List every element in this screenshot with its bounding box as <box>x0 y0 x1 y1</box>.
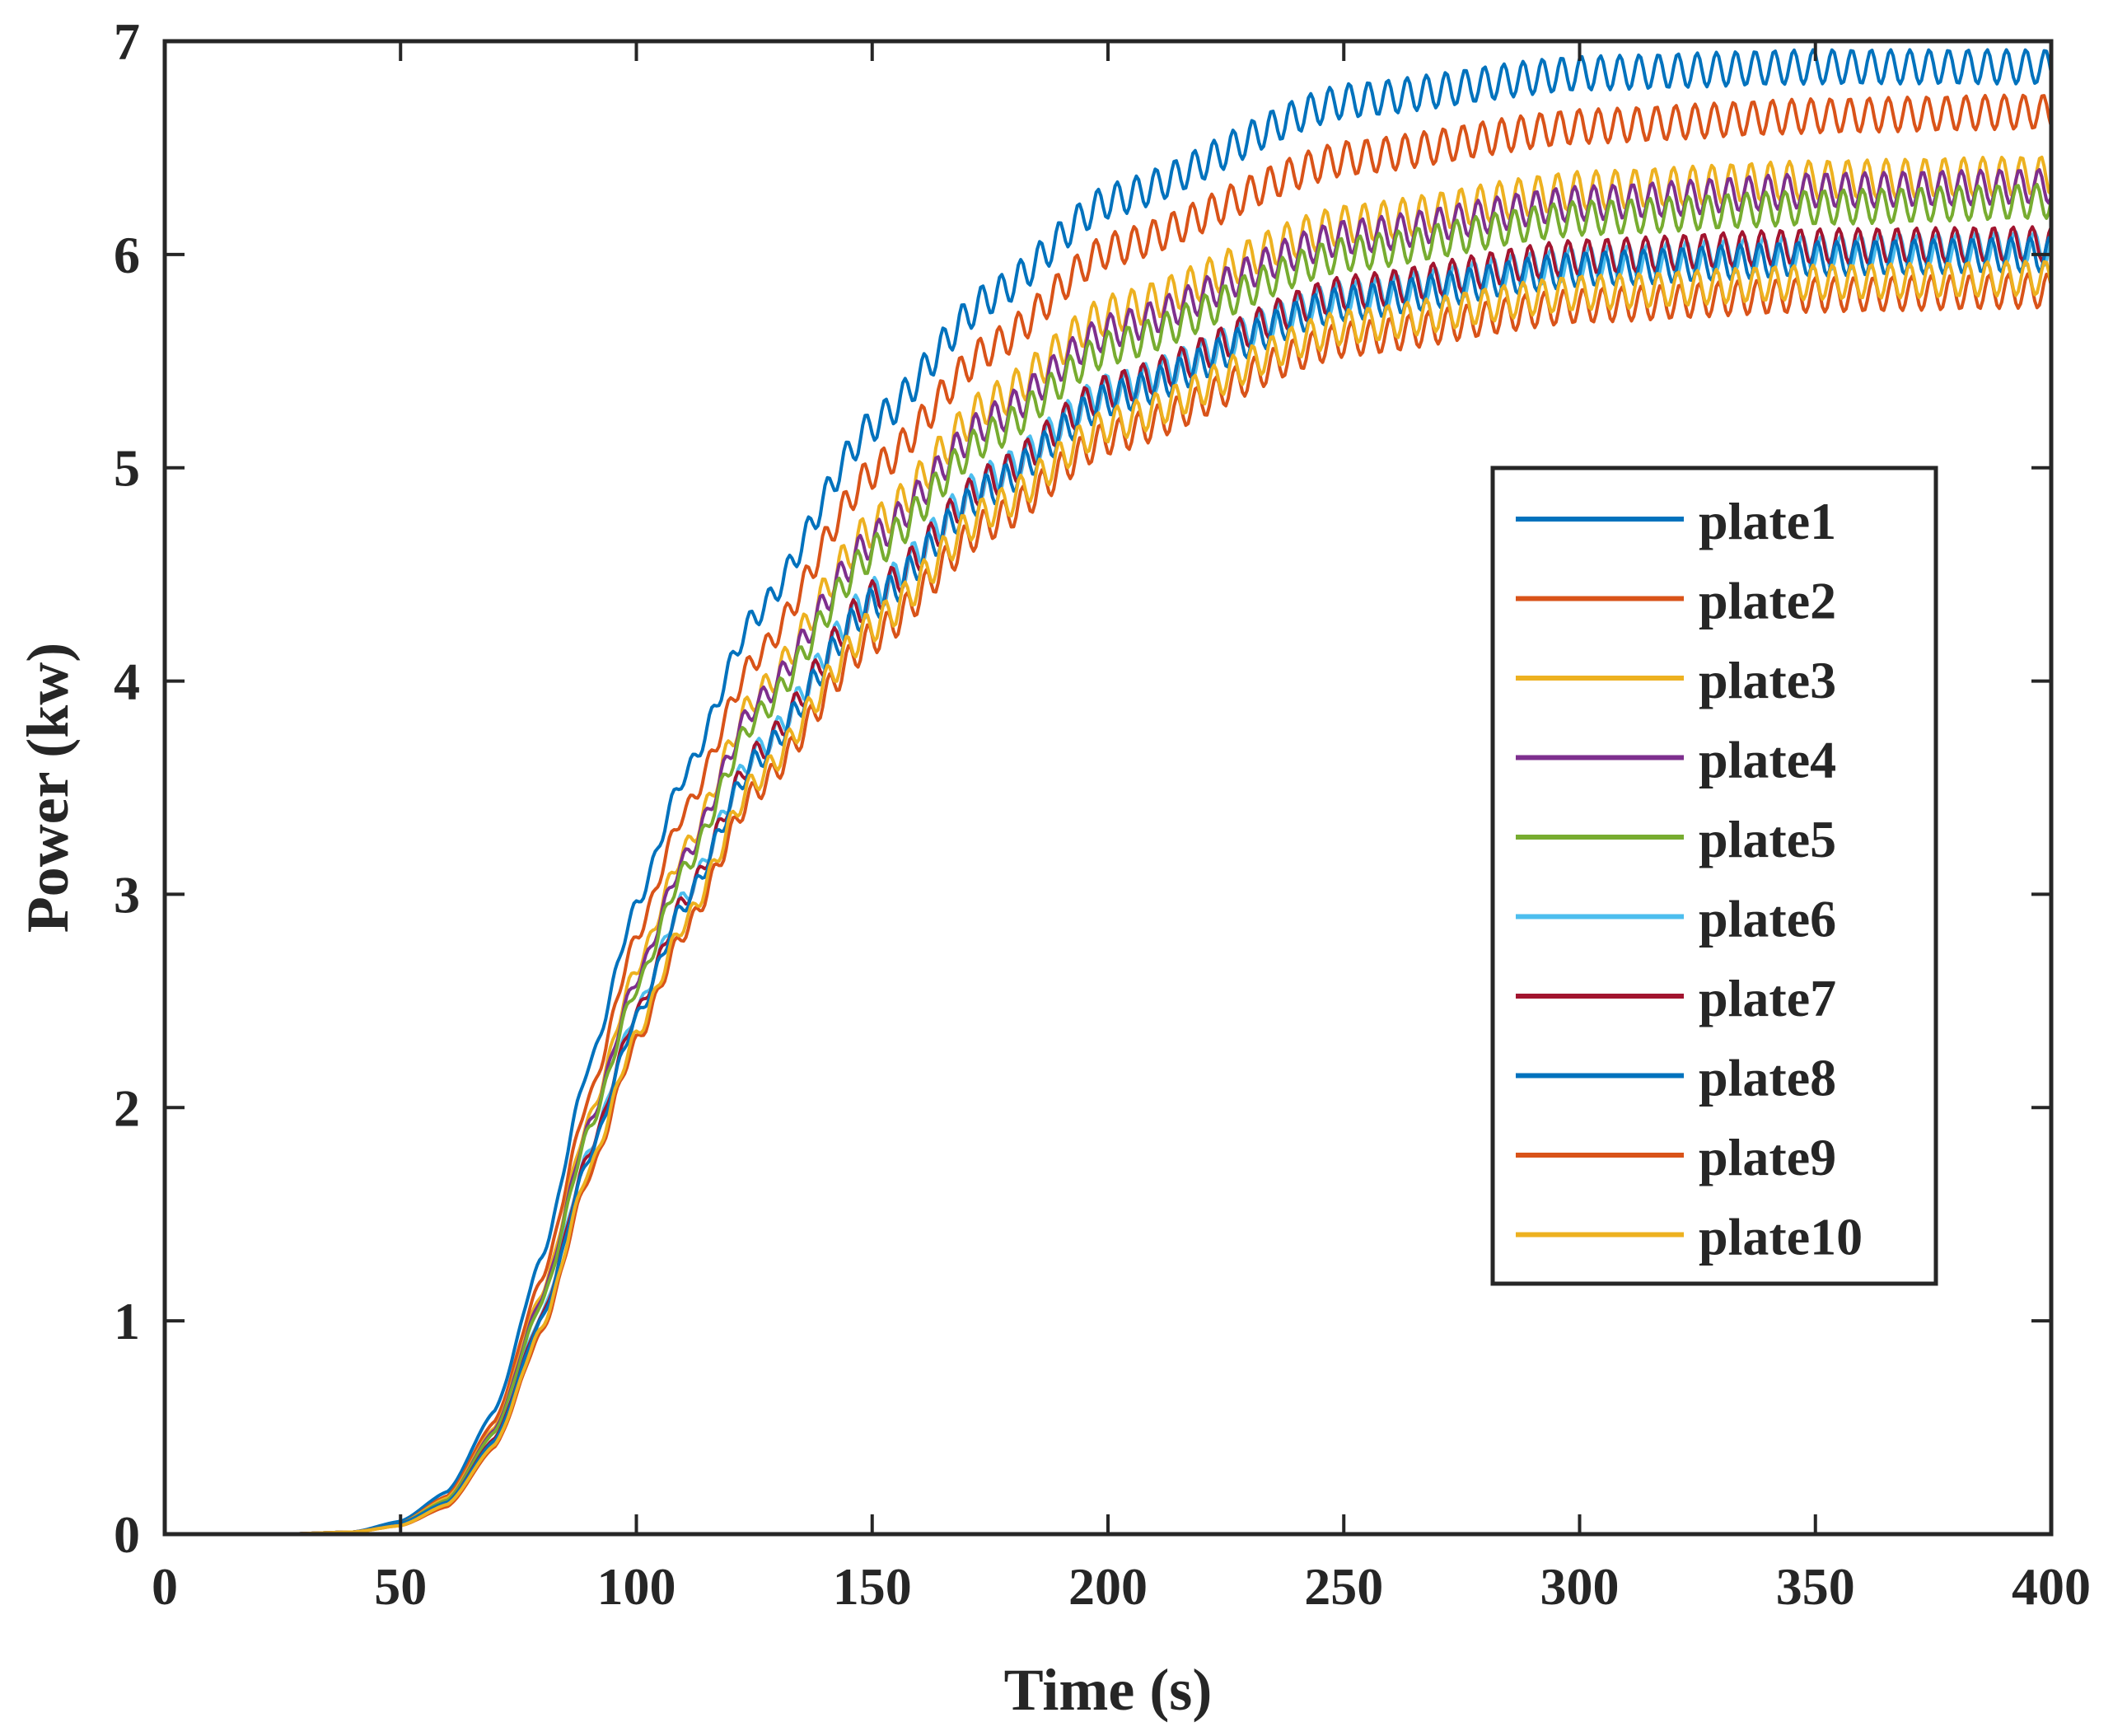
legend-label-plate10: plate10 <box>1699 1208 1863 1266</box>
x-tick-label: 100 <box>597 1557 676 1616</box>
legend-label-plate1: plate1 <box>1699 492 1836 550</box>
y-tick-label: 5 <box>114 439 140 498</box>
x-tick-label: 200 <box>1068 1557 1148 1616</box>
axes-layer: 0 50 100 150 200 250 300 350 400 0 1 2 3 4 5 6 7 <box>114 12 2091 1616</box>
x-tick-label: 250 <box>1304 1557 1383 1616</box>
legend-label-plate7: plate7 <box>1699 969 1836 1027</box>
y-axis-label: Power (kw) <box>15 643 81 934</box>
legend-label-plate4: plate4 <box>1699 731 1836 789</box>
legend-label-plate2: plate2 <box>1699 572 1836 630</box>
legend-label-plate9: plate9 <box>1699 1128 1836 1186</box>
legend-label-plate8: plate8 <box>1699 1049 1836 1107</box>
y-tick-label: 3 <box>114 865 140 924</box>
legend-label-plate6: plate6 <box>1699 890 1836 948</box>
y-tick-label: 2 <box>114 1079 140 1137</box>
x-tick-label: 400 <box>2012 1557 2091 1616</box>
series-line-plate2 <box>165 93 2053 1536</box>
series-line-plate5 <box>165 183 2053 1536</box>
x-tick-label: 350 <box>1776 1557 1855 1616</box>
x-tick-label: 300 <box>1540 1557 1620 1616</box>
y-tick-label: 4 <box>114 653 140 711</box>
x-tick-label: 0 <box>152 1557 178 1616</box>
y-tick-label: 6 <box>114 226 140 284</box>
x-tick-label: 50 <box>374 1557 427 1616</box>
series-line-plate8 <box>165 236 2053 1536</box>
series-line-plate1 <box>165 48 2053 1536</box>
x-tick-label: 150 <box>833 1557 912 1616</box>
legend-box <box>1490 466 1938 1286</box>
y-tick-label: 7 <box>114 12 140 71</box>
x-axis-label: Time (s) <box>1004 1657 1213 1723</box>
series-line-plate10 <box>165 260 2053 1536</box>
legend: plate1 plate2 plate3 plate4 plate5 plate6 plat… <box>1490 466 1938 1286</box>
legend-label-plate5: plate5 <box>1699 810 1836 868</box>
legend-label-plate3: plate3 <box>1699 651 1836 709</box>
y-tick-label: 1 <box>114 1292 140 1350</box>
series-layer <box>165 48 2053 1536</box>
y-tick-label: 0 <box>114 1505 140 1564</box>
